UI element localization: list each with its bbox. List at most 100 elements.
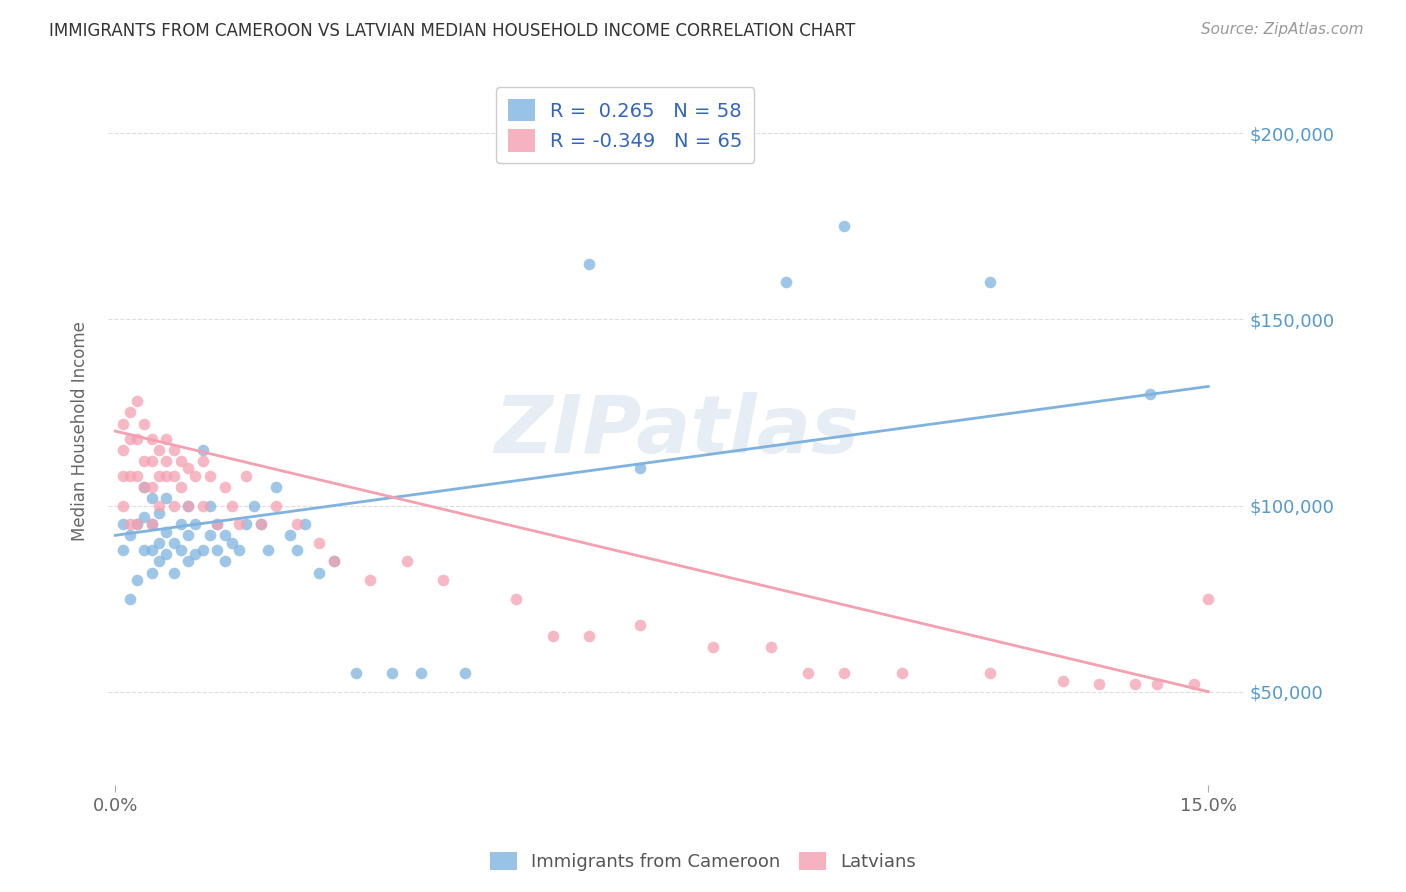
Point (155, 524, 177, 539)
Point (979, 275, 1001, 289)
Point (702, 640, 724, 654)
Point (198, 528, 221, 542)
Point (979, 666, 1001, 681)
Point (134, 480, 156, 494)
Point (162, 468, 184, 483)
Point (235, 468, 257, 483)
Legend: R =  0.265   N = 58, R = -0.349   N = 65: R = 0.265 N = 58, R = -0.349 N = 65 (496, 87, 755, 163)
Point (118, 432, 141, 446)
Point (796, 666, 818, 681)
Point (432, 573, 454, 587)
Point (832, 219, 855, 234)
Point (759, 640, 782, 654)
Point (214, 528, 236, 542)
Point (141, 517, 163, 532)
Point (322, 554, 344, 568)
Point (287, 517, 309, 532)
Point (184, 468, 207, 483)
Point (118, 468, 141, 483)
Point (177, 461, 200, 475)
Point (155, 454, 177, 468)
Point (184, 517, 207, 532)
Point (1146, 677, 1168, 691)
Point (294, 517, 316, 532)
Point (177, 554, 200, 568)
Point (308, 535, 330, 549)
Point (1125, 677, 1147, 691)
Point (191, 442, 214, 457)
Point (207, 517, 229, 532)
Point (264, 499, 287, 513)
Point (127, 517, 149, 532)
Legend: Immigrants from Cameroon, Latvians: Immigrants from Cameroon, Latvians (482, 845, 924, 879)
Point (162, 499, 184, 513)
Text: IMMIGRANTS FROM CAMEROON VS LATVIAN MEDIAN HOUSEHOLD INCOME CORRELATION CHART: IMMIGRANTS FROM CAMEROON VS LATVIAN MEDI… (49, 22, 855, 40)
Text: Source: ZipAtlas.com: Source: ZipAtlas.com (1201, 22, 1364, 37)
Point (127, 573, 149, 587)
Point (287, 543, 309, 558)
Point (1052, 673, 1074, 688)
Point (628, 461, 651, 475)
Point (454, 666, 477, 681)
Point (148, 442, 170, 457)
Point (198, 468, 221, 483)
Point (177, 528, 200, 542)
Point (141, 454, 163, 468)
Point (191, 454, 214, 468)
Point (134, 480, 156, 494)
Point (141, 566, 163, 580)
Point (111, 468, 134, 483)
Point (155, 491, 177, 505)
Point (832, 666, 855, 681)
Point (891, 666, 914, 681)
Point (191, 499, 214, 513)
Point (1139, 387, 1161, 401)
Point (359, 573, 381, 587)
Point (118, 528, 141, 542)
Point (141, 517, 163, 532)
Point (250, 517, 273, 532)
Point (148, 535, 170, 549)
Point (1088, 677, 1111, 691)
Point (118, 405, 141, 419)
Point (395, 554, 418, 568)
Point (118, 517, 141, 532)
Point (214, 480, 236, 494)
Point (221, 499, 243, 513)
Point (134, 509, 156, 524)
Point (541, 629, 564, 643)
Point (411, 666, 433, 681)
Point (134, 454, 156, 468)
Point (344, 666, 367, 681)
Text: ZIPatlas: ZIPatlas (494, 392, 859, 470)
Point (257, 543, 280, 558)
Point (111, 417, 134, 431)
Point (242, 499, 264, 513)
Point (134, 543, 156, 558)
Point (162, 566, 184, 580)
Point (207, 517, 229, 532)
Point (198, 499, 221, 513)
Point (162, 535, 184, 549)
Point (127, 517, 149, 532)
Point (111, 543, 134, 558)
Point (228, 517, 250, 532)
Point (775, 275, 797, 289)
Point (141, 491, 163, 505)
Point (214, 554, 236, 568)
Point (141, 432, 163, 446)
Point (141, 543, 163, 558)
Point (578, 256, 600, 270)
Point (381, 666, 404, 681)
Point (322, 554, 344, 568)
Point (184, 547, 207, 561)
Point (148, 554, 170, 568)
Point (221, 535, 243, 549)
Point (111, 499, 134, 513)
Point (170, 454, 193, 468)
Point (155, 547, 177, 561)
Point (127, 432, 149, 446)
Point (148, 499, 170, 513)
Point (308, 566, 330, 580)
Point (1197, 591, 1219, 606)
